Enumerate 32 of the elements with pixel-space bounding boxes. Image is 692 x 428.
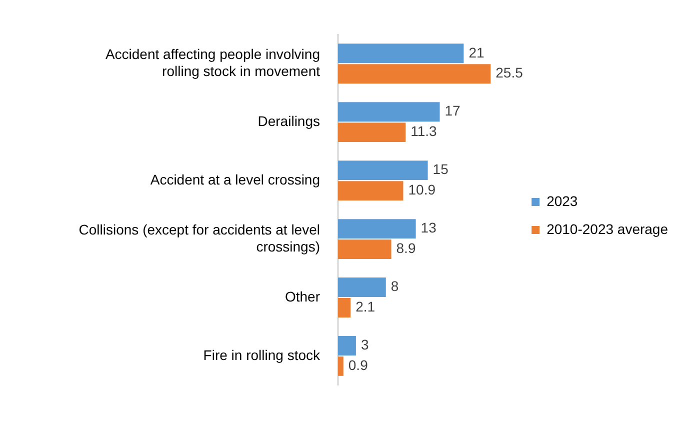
legend-label: 2023 bbox=[546, 192, 578, 209]
bar bbox=[338, 64, 491, 84]
data-label: 21 bbox=[468, 44, 484, 60]
data-label: 15 bbox=[432, 161, 449, 178]
data-label: 17 bbox=[444, 102, 461, 119]
legend-label: 2010-2023 average bbox=[546, 220, 668, 237]
data-label: 13 bbox=[420, 220, 437, 236]
data-label: 3 bbox=[360, 336, 369, 353]
data-label: 10.9 bbox=[408, 182, 436, 198]
y-tick-label: Derailings bbox=[258, 112, 320, 129]
y-tick-label: Collisions (except for accidents at level crossings) bbox=[78, 221, 320, 254]
bar bbox=[338, 160, 428, 180]
y-tick-label: Fire in rolling stock bbox=[203, 346, 321, 363]
bar bbox=[338, 181, 404, 201]
data-label: 25.5 bbox=[496, 64, 524, 81]
data-label: 0.9 bbox=[348, 357, 368, 374]
bar bbox=[338, 356, 344, 376]
data-label: 2.1 bbox=[356, 298, 376, 315]
y-tick-label: Accident affecting people involving rolling stock in movement bbox=[105, 46, 320, 79]
bar bbox=[338, 219, 416, 239]
bar bbox=[338, 278, 386, 297]
bar bbox=[338, 298, 351, 318]
bar bbox=[338, 336, 356, 356]
data-label: 8.9 bbox=[396, 240, 416, 256]
bar bbox=[338, 240, 392, 259]
data-label: 8 bbox=[390, 278, 399, 294]
data-label: 11.3 bbox=[410, 123, 438, 140]
y-tick-label: Accident at a level crossing bbox=[150, 171, 320, 188]
y-tick-label: Other bbox=[284, 288, 320, 304]
bar bbox=[338, 44, 464, 64]
bar bbox=[338, 102, 440, 122]
bar bbox=[338, 122, 406, 142]
